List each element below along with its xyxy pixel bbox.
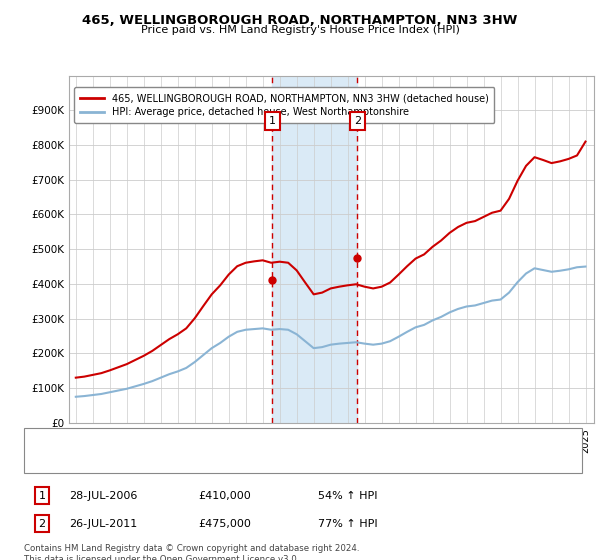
Text: 465, WELLINGBOROUGH ROAD, NORTHAMPTON, NN3 3HW (detached house): 465, WELLINGBOROUGH ROAD, NORTHAMPTON, N… <box>66 432 449 442</box>
Text: 1: 1 <box>269 116 276 126</box>
Text: £410,000: £410,000 <box>198 491 251 501</box>
Text: 2: 2 <box>38 519 46 529</box>
Text: 77% ↑ HPI: 77% ↑ HPI <box>318 519 377 529</box>
Legend: 465, WELLINGBOROUGH ROAD, NORTHAMPTON, NN3 3HW (detached house), HPI: Average pr: 465, WELLINGBOROUGH ROAD, NORTHAMPTON, N… <box>74 87 494 123</box>
Text: £475,000: £475,000 <box>198 519 251 529</box>
Text: Contains HM Land Registry data © Crown copyright and database right 2024.
This d: Contains HM Land Registry data © Crown c… <box>24 544 359 560</box>
Text: 2: 2 <box>354 116 361 126</box>
Text: 54% ↑ HPI: 54% ↑ HPI <box>318 491 377 501</box>
Text: 28-JUL-2006: 28-JUL-2006 <box>69 491 137 501</box>
Text: 1: 1 <box>38 491 46 501</box>
Text: 465, WELLINGBOROUGH ROAD, NORTHAMPTON, NN3 3HW: 465, WELLINGBOROUGH ROAD, NORTHAMPTON, N… <box>82 14 518 27</box>
Bar <box>272 76 358 423</box>
Text: 26-JUL-2011: 26-JUL-2011 <box>69 519 137 529</box>
Text: Price paid vs. HM Land Registry's House Price Index (HPI): Price paid vs. HM Land Registry's House … <box>140 25 460 35</box>
Text: HPI: Average price, detached house, West Northamptonshire: HPI: Average price, detached house, West… <box>66 456 368 466</box>
